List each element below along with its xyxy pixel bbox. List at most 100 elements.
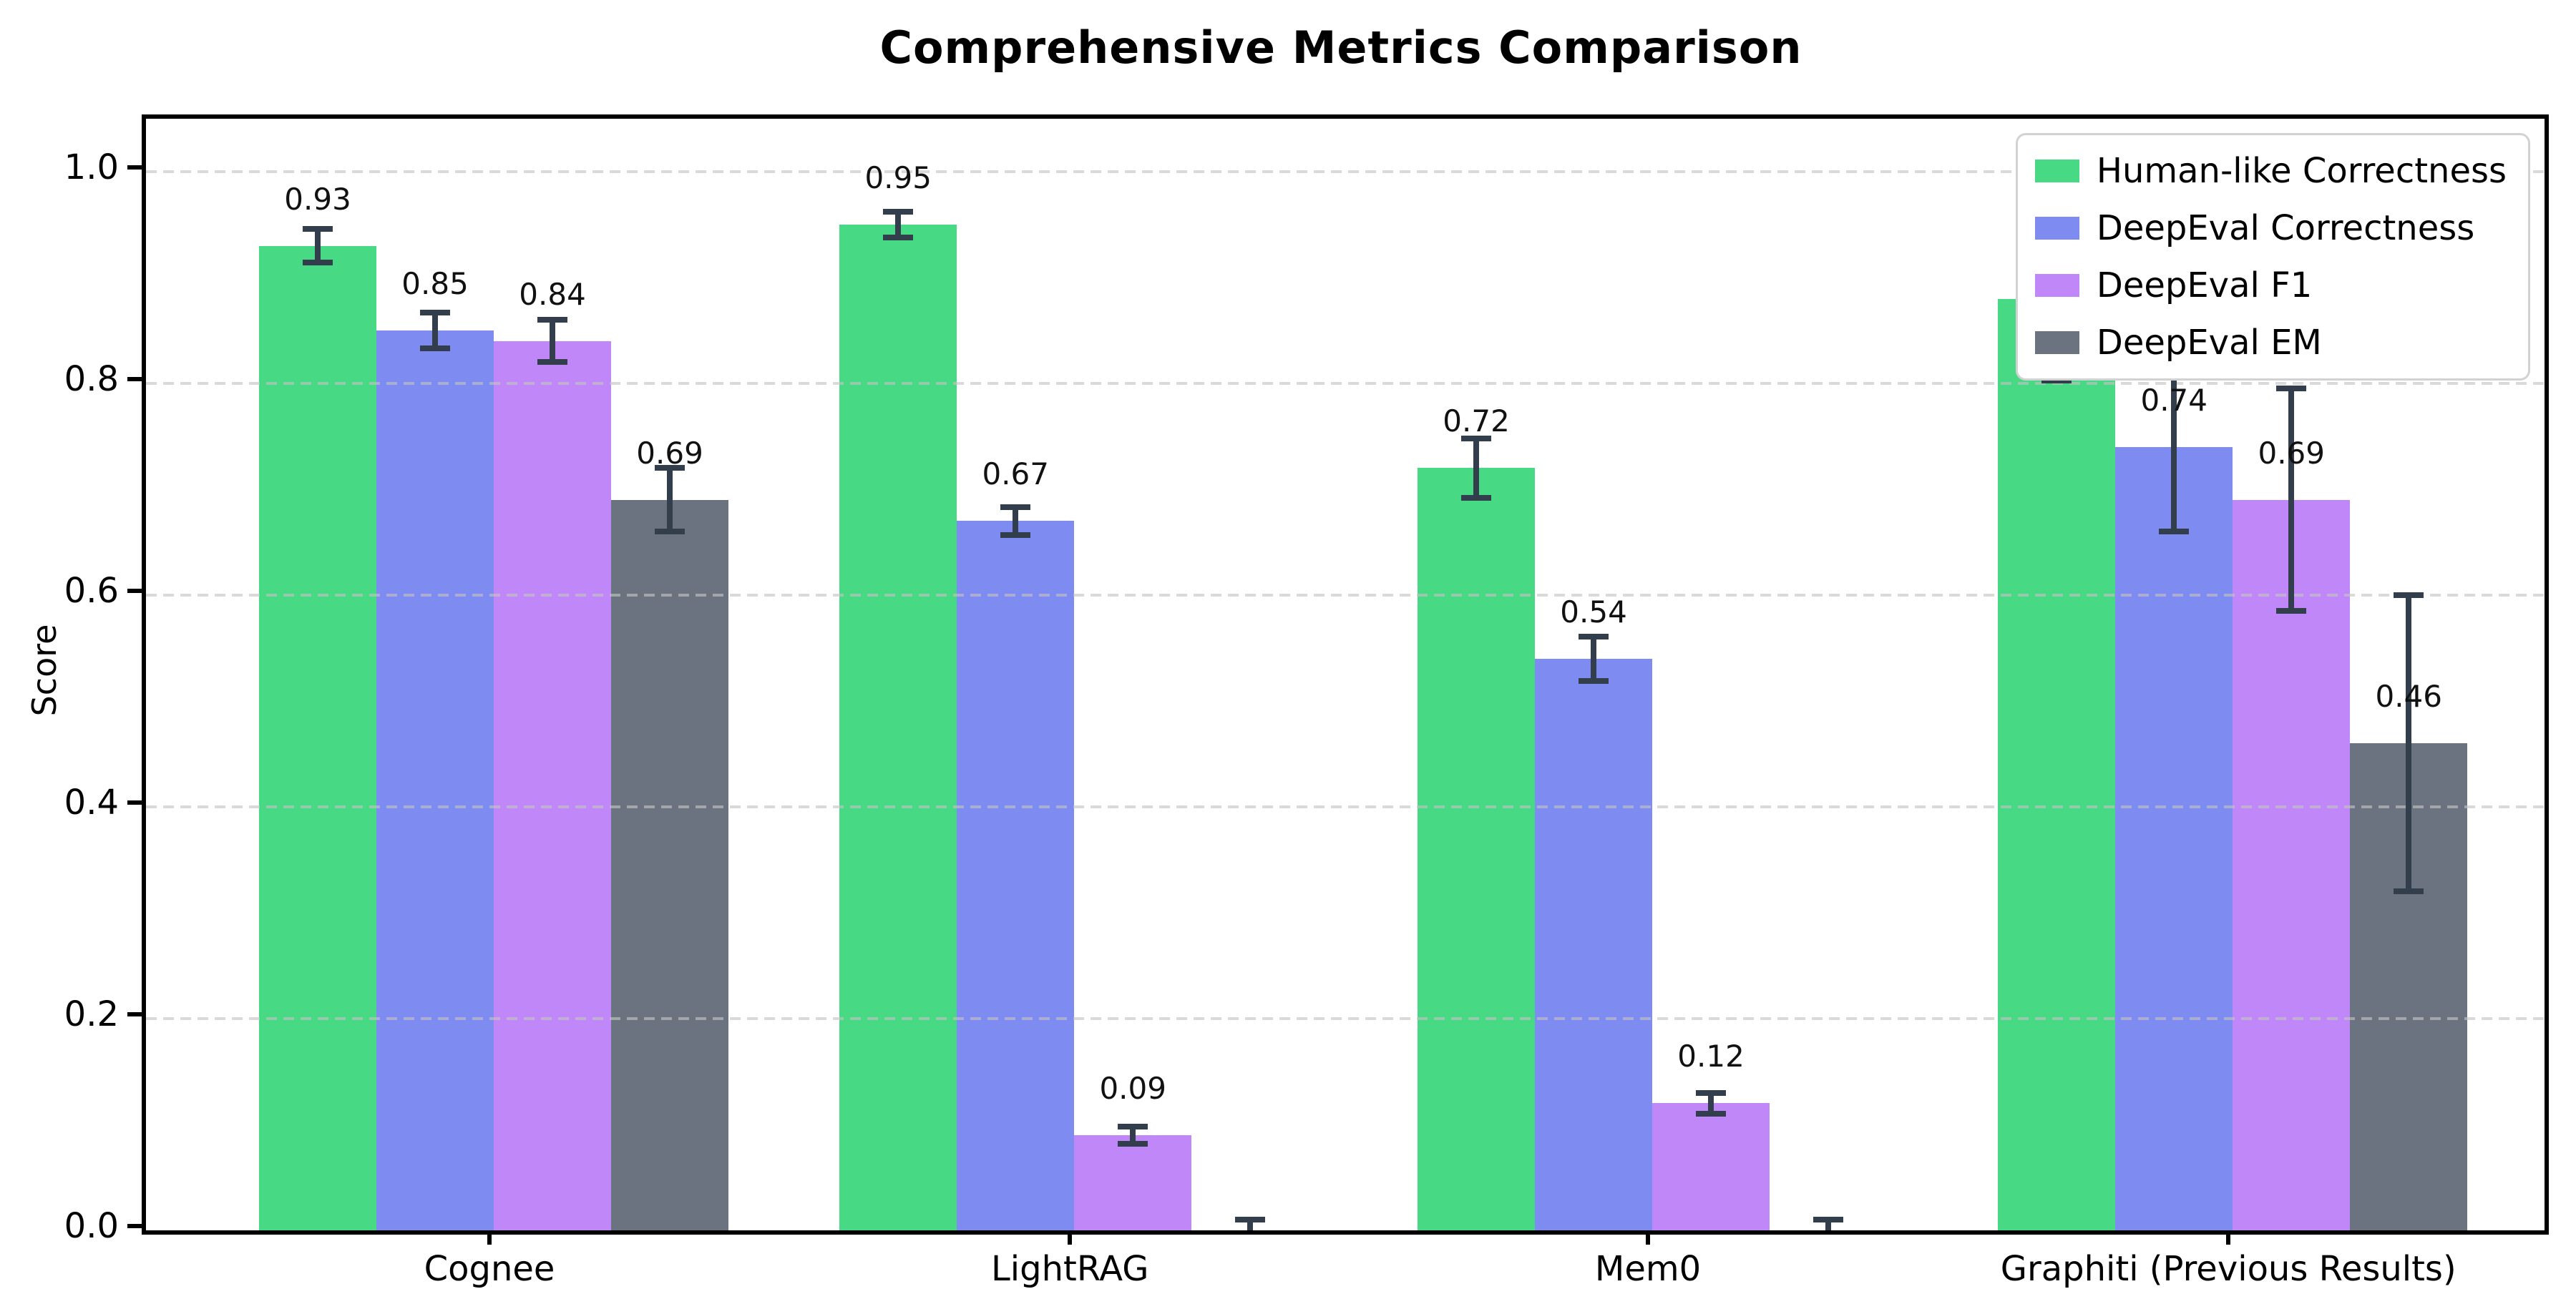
- x-tick-mark: [1068, 1230, 1073, 1245]
- legend-swatch: [2034, 217, 2079, 240]
- error-bar: [2171, 362, 2177, 532]
- legend-label: Human-like Correctness: [2096, 151, 2507, 191]
- bar-value-label: 0.09: [1099, 1070, 1166, 1106]
- bar-value-label: 0.69: [636, 435, 703, 471]
- bar-value-label: 0.85: [401, 266, 469, 301]
- bar-value-label: 0.72: [1443, 403, 1510, 439]
- bar-value-label: 0.69: [2258, 435, 2325, 471]
- error-bar: [1591, 636, 1597, 681]
- legend-label: DeepEval Correctness: [2096, 208, 2475, 248]
- y-tick-mark: [127, 377, 142, 381]
- chart-title: Comprehensive Metrics Comparison: [879, 21, 1802, 74]
- bar-value-label: 0.95: [864, 160, 932, 195]
- error-bar-cap-top: [2394, 592, 2424, 598]
- error-bar-cap-top: [883, 209, 914, 215]
- error-bar-cap-top: [1235, 1217, 1266, 1223]
- bar: [2233, 499, 2351, 1230]
- error-bar-cap-top: [303, 225, 333, 232]
- error-bar: [2288, 388, 2295, 612]
- error-bar: [1130, 1126, 1136, 1144]
- legend-label: DeepEval EM: [2096, 323, 2322, 363]
- y-tick-label: 0.6: [64, 571, 119, 611]
- gridline: [146, 1017, 2545, 1020]
- error-bar-cap-top: [655, 465, 686, 471]
- error-bar-cap-bottom: [1000, 531, 1031, 538]
- error-bar-cap-top: [1813, 1217, 1844, 1223]
- x-tick-label: LightRAG: [991, 1249, 1149, 1289]
- y-tick-mark: [127, 1224, 142, 1228]
- bar: [259, 245, 377, 1230]
- gridline: [146, 382, 2545, 385]
- bar-value-label: 0.54: [1560, 594, 1627, 629]
- error-bar-cap-top: [1579, 633, 1609, 639]
- bar: [1535, 658, 1653, 1230]
- error-bar-cap-bottom: [883, 234, 914, 240]
- bar: [611, 499, 729, 1230]
- x-tick-label: Mem0: [1594, 1249, 1702, 1289]
- y-tick-label: 1.0: [64, 147, 119, 187]
- y-tick-label: 0.4: [64, 783, 119, 823]
- y-tick-label: 0.2: [64, 994, 119, 1034]
- error-bar-cap-bottom: [2394, 888, 2424, 895]
- bar: [839, 225, 957, 1230]
- bar-value-label: 0.67: [982, 456, 1049, 492]
- x-tick-mark: [487, 1230, 492, 1245]
- error-bar: [432, 312, 439, 349]
- error-bar: [1473, 438, 1480, 498]
- bar: [376, 330, 494, 1230]
- bar-value-label: 0.93: [284, 181, 351, 217]
- legend-item: DeepEval Correctness: [2034, 208, 2507, 248]
- error-bar-cap-top: [537, 317, 568, 323]
- bar: [1652, 1103, 1770, 1230]
- bar: [1998, 298, 2116, 1230]
- x-tick-label: Cognee: [424, 1249, 555, 1289]
- error-bar-cap-bottom: [420, 345, 451, 352]
- bar-value-label: 0.74: [2140, 382, 2207, 418]
- x-tick-mark: [1646, 1230, 1651, 1245]
- error-bar-cap-bottom: [2276, 608, 2307, 614]
- y-tick-label: 0.8: [64, 359, 119, 399]
- legend-swatch: [2034, 274, 2079, 297]
- error-bar-cap-top: [2276, 386, 2307, 392]
- legend-item: DeepEval EM: [2034, 323, 2507, 363]
- y-tick-mark: [127, 589, 142, 593]
- error-bar: [1247, 1220, 1254, 1230]
- error-bar-cap-top: [1118, 1123, 1148, 1129]
- bar: [957, 521, 1075, 1230]
- error-bar-cap-bottom: [1118, 1140, 1148, 1147]
- error-bar: [895, 212, 902, 237]
- bar: [1418, 468, 1536, 1230]
- bar: [494, 340, 612, 1230]
- error-bar-cap-bottom: [1461, 494, 1492, 501]
- legend-label: DeepEval F1: [2096, 265, 2313, 305]
- gridline: [146, 594, 2545, 597]
- error-bar: [667, 468, 673, 532]
- bar-value-label: 0.84: [519, 276, 586, 312]
- error-bar-cap-top: [1461, 435, 1492, 441]
- error-bar: [550, 320, 556, 363]
- error-bar-cap-bottom: [537, 359, 568, 366]
- error-bar-cap-top: [1696, 1089, 1727, 1096]
- plot-area: Human-like Correctness DeepEval Correctne…: [142, 114, 2549, 1235]
- bar: [2115, 446, 2233, 1230]
- error-bar-cap-bottom: [1696, 1111, 1727, 1117]
- y-tick-label: 0.0: [64, 1206, 119, 1246]
- error-bar: [2406, 595, 2412, 892]
- bar: [1074, 1134, 1192, 1230]
- error-bar-cap-top: [1000, 504, 1031, 511]
- legend-swatch: [2034, 160, 2079, 182]
- gridline: [146, 805, 2545, 808]
- error-bar: [315, 228, 321, 263]
- error-bar-cap-top: [420, 309, 451, 315]
- gridline: [146, 170, 2545, 173]
- error-bar-cap-bottom: [303, 260, 333, 266]
- x-tick-mark: [2226, 1230, 2231, 1245]
- y-axis-label: Score: [25, 624, 64, 717]
- legend-swatch: [2034, 331, 2079, 354]
- x-tick-label: Graphiti (Previous Results): [2000, 1249, 2457, 1289]
- error-bar: [1825, 1220, 1832, 1230]
- error-bar: [1013, 507, 1019, 535]
- bar-value-label: 0.46: [2375, 679, 2442, 715]
- legend-item: Human-like Correctness: [2034, 151, 2507, 191]
